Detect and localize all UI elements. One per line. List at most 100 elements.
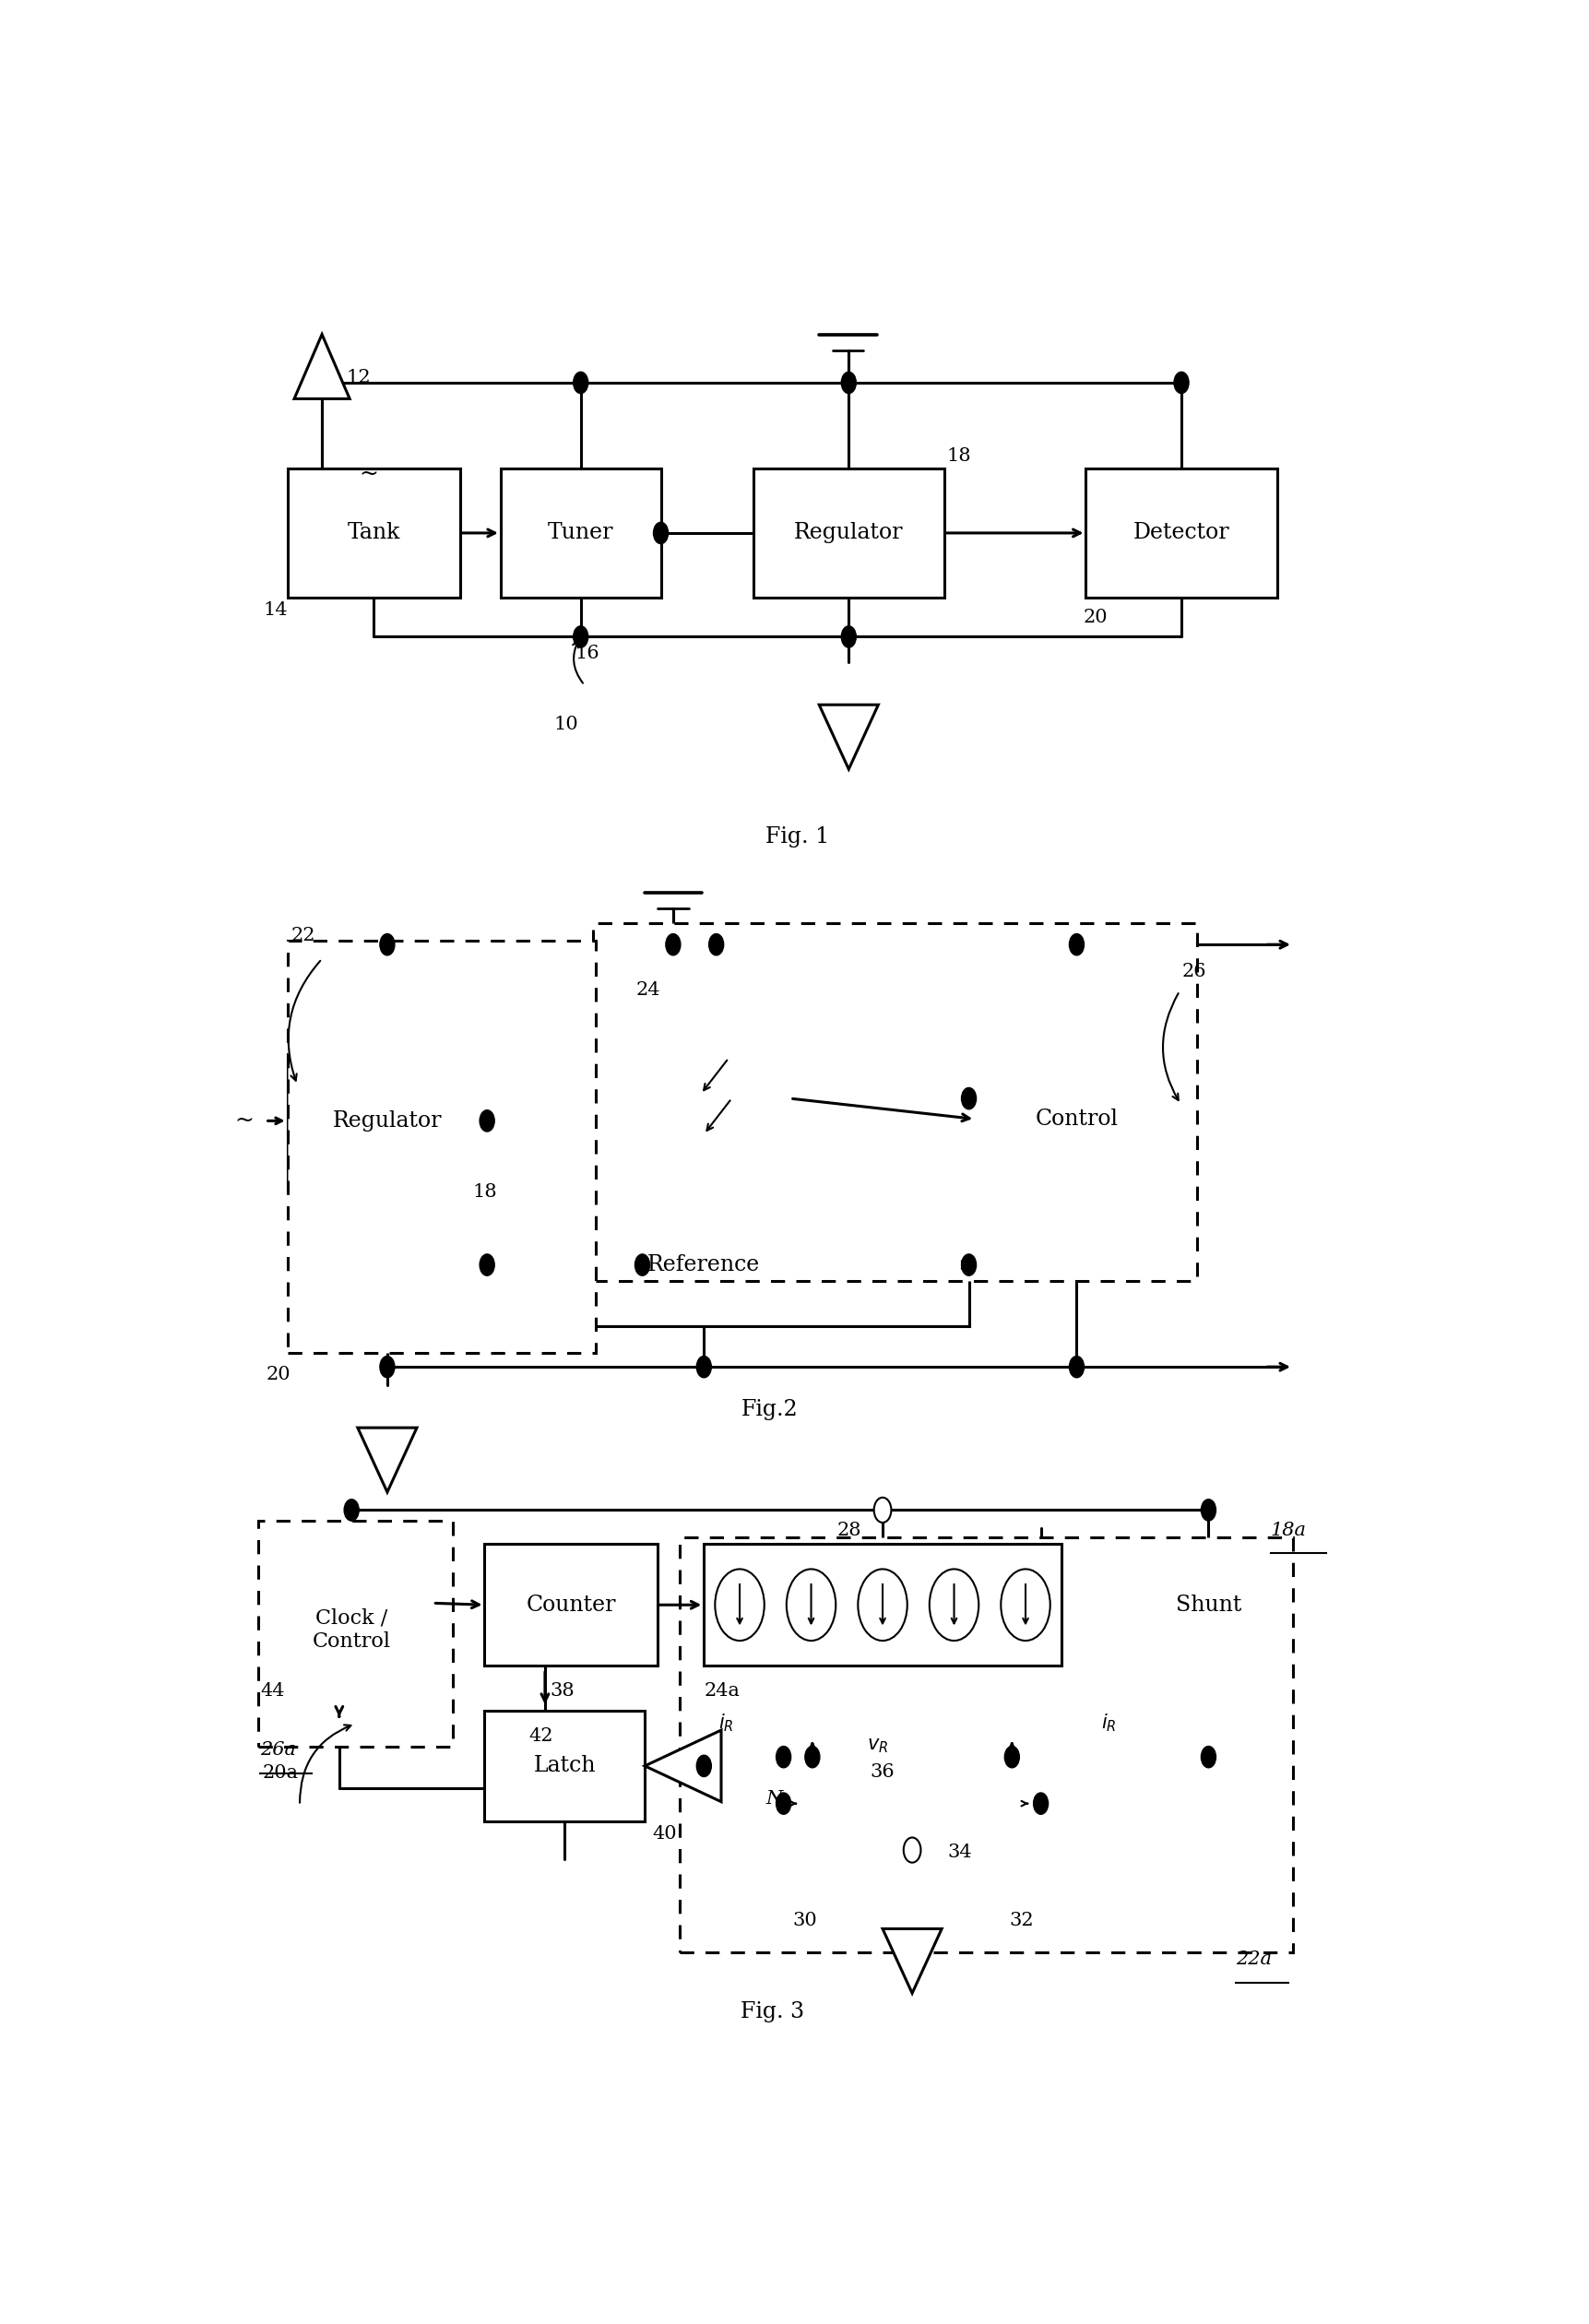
Text: Counter: Counter [526, 1594, 615, 1615]
Circle shape [574, 372, 588, 393]
Text: 20a: 20a [262, 1764, 299, 1783]
Circle shape [380, 934, 394, 955]
Polygon shape [882, 1929, 941, 1994]
Text: 24a: 24a [704, 1683, 739, 1699]
Circle shape [1033, 1792, 1047, 1815]
Text: 26a: 26a [261, 1741, 296, 1759]
Bar [485, 1543, 656, 1666]
Bar [485, 1710, 645, 1822]
Bar [593, 923, 1197, 1281]
Circle shape [715, 1569, 764, 1641]
Polygon shape [358, 1427, 416, 1492]
Text: 42: 42 [529, 1727, 553, 1745]
Text: Fig. 3: Fig. 3 [740, 2001, 804, 2022]
Text: 20: 20 [1082, 609, 1108, 625]
Bar [704, 1543, 1061, 1666]
Text: 24: 24 [636, 981, 659, 999]
Circle shape [343, 1499, 359, 1520]
Circle shape [380, 1357, 394, 1378]
Bar [257, 1520, 453, 1745]
Text: 18: 18 [472, 1183, 496, 1202]
Text: 18a: 18a [1270, 1522, 1306, 1538]
Circle shape [903, 1838, 920, 1862]
Circle shape [961, 1088, 976, 1109]
Circle shape [804, 1745, 820, 1769]
Text: 26: 26 [1181, 962, 1206, 981]
Text: ~: ~ [359, 462, 378, 483]
Text: $v_R$: $v_R$ [866, 1736, 887, 1755]
Text: Shunt: Shunt [1174, 1594, 1241, 1615]
Circle shape [1069, 934, 1084, 955]
Circle shape [480, 1255, 494, 1276]
Circle shape [696, 1357, 710, 1378]
Text: 32: 32 [1009, 1910, 1033, 1929]
Circle shape [1004, 1745, 1019, 1769]
Text: 18: 18 [945, 449, 971, 465]
Circle shape [709, 934, 723, 955]
Circle shape [874, 1497, 891, 1522]
Circle shape [858, 1569, 907, 1641]
Polygon shape [645, 1729, 721, 1801]
Bar [1138, 1543, 1279, 1666]
Bar [288, 1053, 486, 1188]
Bar [439, 1204, 968, 1325]
Text: Detector: Detector [1133, 523, 1228, 544]
Polygon shape [294, 335, 350, 400]
Bar [753, 469, 944, 597]
Text: 16: 16 [574, 644, 599, 662]
Text: Reference: Reference [647, 1255, 760, 1276]
Text: 22: 22 [291, 927, 315, 944]
Text: 14: 14 [262, 602, 288, 618]
Text: 34: 34 [947, 1843, 972, 1862]
Bar [501, 469, 661, 597]
Text: Fig. 1: Fig. 1 [766, 825, 829, 848]
Circle shape [696, 1755, 710, 1776]
Text: $i_R$: $i_R$ [1100, 1713, 1115, 1734]
Bar [974, 971, 1177, 1267]
Circle shape [775, 1792, 790, 1815]
Circle shape [1069, 1357, 1084, 1378]
Circle shape [480, 1111, 494, 1132]
Circle shape [841, 625, 855, 648]
Text: 40: 40 [651, 1824, 677, 1843]
Text: 22a: 22a [1236, 1950, 1271, 1968]
Text: 36: 36 [869, 1764, 895, 1780]
Text: Clock /
Control: Clock / Control [311, 1608, 391, 1652]
Text: Regulator: Regulator [793, 523, 903, 544]
Circle shape [1173, 372, 1189, 393]
Text: ~: ~ [235, 1111, 254, 1132]
Text: Control: Control [1034, 1109, 1117, 1129]
Text: 30: 30 [793, 1910, 817, 1929]
Circle shape [874, 1499, 890, 1520]
Circle shape [787, 1569, 836, 1641]
Circle shape [930, 1569, 979, 1641]
Text: 44: 44 [261, 1683, 284, 1699]
Circle shape [666, 934, 680, 955]
Text: 38: 38 [550, 1683, 574, 1699]
Bar [642, 1002, 790, 1195]
Text: Regulator: Regulator [332, 1111, 442, 1132]
Bar [679, 1536, 1292, 1952]
Bar [270, 1543, 432, 1717]
Circle shape [775, 1745, 790, 1769]
Circle shape [634, 1255, 650, 1276]
Circle shape [841, 372, 855, 393]
Circle shape [1001, 1569, 1050, 1641]
Circle shape [574, 625, 588, 648]
Circle shape [961, 1255, 976, 1276]
Text: Tank: Tank [346, 523, 400, 544]
Text: Tuner: Tuner [548, 523, 613, 544]
Text: $i_R$: $i_R$ [718, 1713, 734, 1734]
Text: Fig.2: Fig.2 [740, 1399, 798, 1420]
Text: 10: 10 [553, 716, 578, 734]
Polygon shape [818, 704, 877, 769]
Circle shape [1200, 1745, 1216, 1769]
Text: 20: 20 [267, 1367, 291, 1383]
Circle shape [653, 523, 667, 544]
Bar [288, 941, 596, 1353]
Text: 28: 28 [836, 1522, 861, 1538]
Circle shape [1200, 1499, 1216, 1520]
Bar [288, 469, 459, 597]
Text: Latch: Latch [534, 1755, 596, 1776]
Text: N: N [766, 1789, 782, 1808]
